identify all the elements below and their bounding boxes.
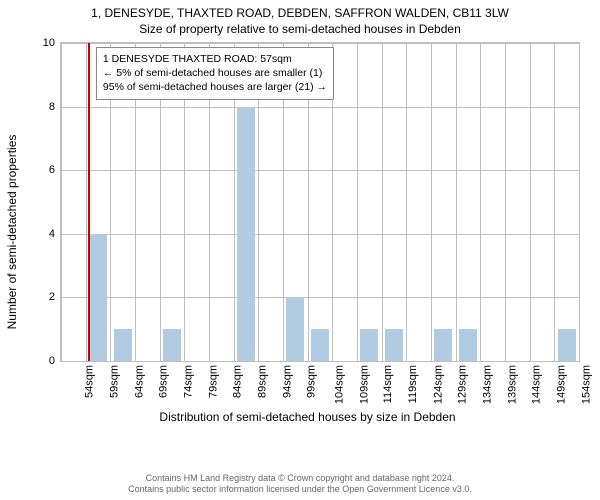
gridline-v [456,43,457,361]
footer-attribution: Contains HM Land Registry data © Crown c… [0,473,600,496]
footer-line-2: Contains public sector information licen… [0,484,600,496]
gridline-h [61,43,579,44]
y-tick-label: 2 [49,291,55,303]
x-tick-label: 69sqm [158,365,170,398]
gridline-v [480,43,481,361]
y-tick-label: 6 [49,164,55,176]
gridline-h [61,361,579,362]
x-tick-label: 64sqm [133,365,145,398]
x-tick-label: 149sqm [556,365,568,404]
plot-area: 024681054sqm59sqm64sqm69sqm74sqm79sqm84s… [60,42,580,362]
chart-title-block: 1, DENESYDE, THAXTED ROAD, DEBDEN, SAFFR… [0,0,600,36]
y-tick-label: 0 [49,355,55,367]
bar [558,329,576,361]
bar [434,329,452,361]
bar [237,107,255,361]
bar [360,329,378,361]
bar [286,297,304,361]
gridline-v [357,43,358,361]
annotation-line: 95% of semi-detached houses are larger (… [103,80,327,94]
x-tick-label: 139sqm [506,365,518,404]
gridline-v [406,43,407,361]
gridline-v [554,43,555,361]
x-tick-label: 79sqm [207,365,219,398]
x-tick-label: 144sqm [531,365,543,404]
x-tick-label: 89sqm [257,365,269,398]
x-tick-label: 74sqm [183,365,195,398]
bar [163,329,181,361]
gridline-v [530,43,531,361]
gridline-h [61,170,579,171]
x-tick-label: 154sqm [580,365,592,404]
y-tick-label: 8 [49,101,55,113]
x-tick-label: 119sqm [407,365,419,403]
x-tick-label: 134sqm [482,365,494,404]
y-tick-label: 4 [49,228,55,240]
gridline-v [382,43,383,361]
y-axis-label: Number of semi-detached properties [5,135,19,330]
gridline-v [61,43,62,361]
x-tick-label: 59sqm [109,365,121,398]
bar [89,234,107,361]
annotation-line: 1 DENESYDE THAXTED ROAD: 57sqm [103,52,327,66]
gridline-v [431,43,432,361]
bar [385,329,403,361]
x-tick-label: 124sqm [432,365,444,404]
x-tick-label: 114sqm [382,365,394,403]
property-marker-line [88,43,90,361]
gridline-v [86,43,87,361]
x-tick-label: 54sqm [84,365,96,398]
chart-container: Number of semi-detached properties 02468… [30,42,585,422]
bar [114,329,132,361]
gridline-v [579,43,580,361]
x-axis-label: Distribution of semi-detached houses by … [30,410,585,424]
x-tick-label: 129sqm [457,365,469,404]
title-line-1: 1, DENESYDE, THAXTED ROAD, DEBDEN, SAFFR… [0,6,600,20]
x-tick-label: 109sqm [358,365,370,404]
gridline-h [61,297,579,298]
x-tick-label: 99sqm [306,365,318,398]
annotation-box: 1 DENESYDE THAXTED ROAD: 57sqm← 5% of se… [96,47,334,100]
gridline-h [61,107,579,108]
bar [459,329,477,361]
title-line-2: Size of property relative to semi-detach… [0,22,600,36]
x-tick-label: 104sqm [334,365,346,404]
y-tick-label: 10 [43,37,55,49]
x-tick-label: 94sqm [281,365,293,398]
x-tick-label: 84sqm [232,365,244,398]
footer-line-1: Contains HM Land Registry data © Crown c… [0,473,600,485]
gridline-h [61,234,579,235]
annotation-line: ← 5% of semi-detached houses are smaller… [103,66,327,80]
bar [311,329,329,361]
gridline-v [505,43,506,361]
